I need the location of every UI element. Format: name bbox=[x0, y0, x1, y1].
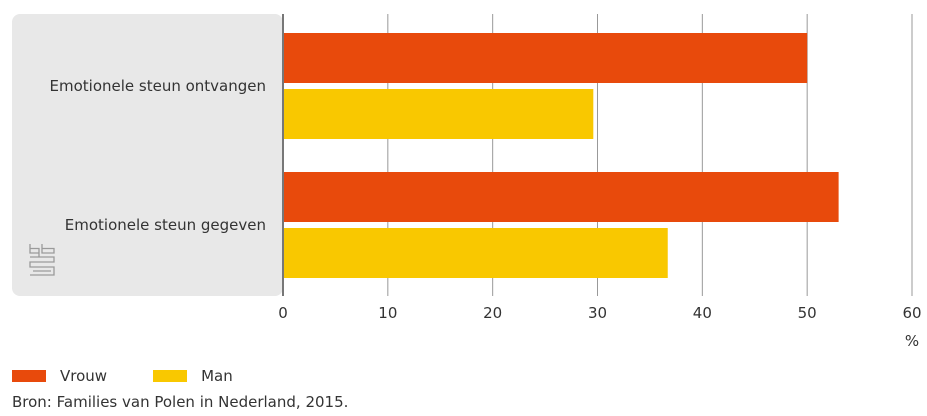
category-label: Emotionele steun ontvangen bbox=[50, 77, 267, 95]
legend-swatch-man bbox=[153, 370, 188, 382]
legend-item-vrouw: Vrouw bbox=[12, 367, 107, 385]
bar-vrouw bbox=[283, 33, 808, 83]
bars bbox=[283, 33, 839, 278]
legend-item-man: Man bbox=[153, 367, 233, 385]
x-tick-label: 30 bbox=[588, 304, 607, 322]
chart: 0 10 20 30 40 50 60 Emotionele steun ontvangen… bbox=[12, 14, 922, 350]
legend-label-vrouw: Vrouw bbox=[60, 367, 108, 385]
category-labels: Emotionele steun ontvangen Emotionele ste… bbox=[50, 77, 267, 234]
bar-man bbox=[283, 228, 668, 278]
x-unit-label: % bbox=[905, 332, 919, 350]
legend-swatch-vrouw bbox=[12, 370, 46, 382]
x-tick-label: 20 bbox=[483, 304, 502, 322]
source-note: Bron: Families van Polen in Nederland, 2… bbox=[12, 393, 349, 411]
bar-vrouw bbox=[283, 172, 839, 222]
x-tick-label: 50 bbox=[798, 304, 817, 322]
category-label: Emotionele steun gegeven bbox=[65, 216, 266, 234]
x-tick-labels: 0 10 20 30 40 50 60 bbox=[278, 304, 921, 322]
bar-man bbox=[283, 89, 594, 139]
x-tick-label: 60 bbox=[902, 304, 921, 322]
x-tick-label: 40 bbox=[693, 304, 712, 322]
legend: Vrouw Man bbox=[12, 366, 279, 386]
category-panel bbox=[12, 14, 283, 296]
cbs-logo-icon bbox=[29, 244, 55, 276]
x-tick-label: 10 bbox=[378, 304, 397, 322]
x-tick-label: 0 bbox=[278, 304, 288, 322]
legend-label-man: Man bbox=[201, 367, 233, 385]
